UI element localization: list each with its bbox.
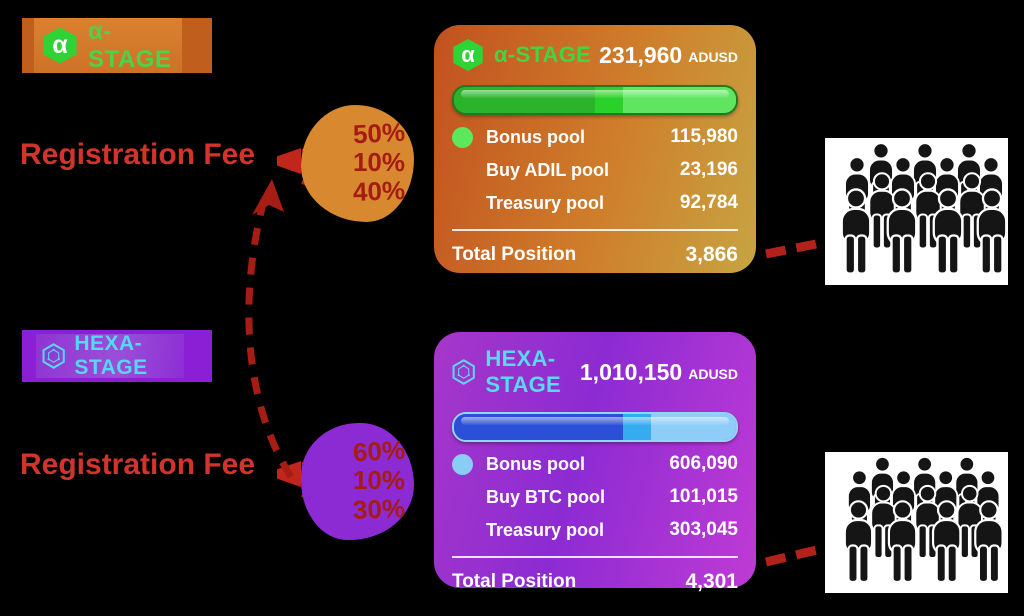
blue-dot-icon [452, 487, 473, 508]
alpha-progress-bar [452, 85, 738, 115]
hexa-pointer-cone-icon [277, 461, 301, 487]
hexa-card-amount: 1,010,150 [579, 358, 683, 385]
alpha-fee-split-blob: 50% 10% 40% [301, 105, 414, 222]
hexa-total-value: 4,301 [685, 570, 738, 593]
alpha-hexagon-icon: α [43, 27, 77, 64]
alpha-total-label: Total Position [452, 244, 577, 265]
hexa-registration-fee-label: Registration Fee [20, 448, 256, 481]
hexa-hexagon-icon [42, 343, 65, 369]
alpha-pool-label: Treasury pool [486, 192, 605, 213]
hexa-progress-segment-buy [623, 414, 652, 440]
alpha-fee-pct-bonus: 50% [352, 116, 406, 150]
hexa-card-currency: ADUSD [688, 366, 738, 382]
arrowhead-icon [252, 179, 284, 215]
hexa-card-divider [452, 556, 738, 558]
alpha-pointer-cone-icon [277, 148, 301, 174]
alpha-card-divider [452, 229, 738, 231]
alpha-pool-value: 115,980 [670, 126, 738, 147]
hexa-participants-crowd-icon [825, 452, 1008, 593]
hexa-pool-row-buy-btc: Buy BTC pool 101,015 [452, 486, 738, 508]
hexa-total-label: Total Position [452, 571, 577, 592]
alpha-total-value: 3,866 [685, 243, 738, 266]
alpha-progress-segment-treasury [623, 87, 736, 113]
alpha-to-crowd-dashed-connector [765, 238, 822, 259]
green-dot-icon [452, 160, 473, 181]
alpha-fee-pct-treasury: 40% [352, 175, 406, 207]
hexa-stage-badge-panel: HEXA-STAGE [36, 332, 184, 379]
alpha-pool-row-treasury: Treasury pool 92,784 [452, 192, 738, 214]
hexa-pool-row-bonus: Bonus pool 606,090 [452, 453, 738, 475]
alpha-card-symbol: α [461, 42, 475, 67]
hexa-pool-label: Buy BTC pool [486, 486, 605, 507]
hexa-pool-label: Bonus pool [486, 453, 585, 474]
alpha-card-amount: 231,960 [599, 41, 683, 68]
hexa-pool-value: 303,045 [669, 519, 738, 540]
alpha-pool-value: 92,784 [679, 192, 738, 213]
alpha-stage-badge: α α-STAGE [22, 18, 212, 73]
hexa-pool-value: 101,015 [669, 486, 738, 507]
hexa-stage-card: HEXA-STAGE 1,010,150 ADUSD Bonus pool 60… [434, 332, 756, 593]
alpha-progress-segment-bonus [454, 87, 595, 113]
alpha-pool-label: Buy ADIL pool [486, 159, 609, 180]
alpha-card-header: α α-STAGE 231,960 ADUSD [452, 39, 738, 71]
green-dot-icon [452, 126, 473, 148]
green-dot-icon [452, 193, 473, 214]
alpha-pool-row-bonus: Bonus pool 115,980 [452, 126, 738, 148]
alpha-pool-label: Bonus pool [486, 126, 585, 147]
alpha-symbol: α [52, 31, 68, 59]
hexa-fee-pct-bonus: 60% [352, 434, 406, 468]
alpha-stage-card: α α-STAGE 231,960 ADUSD Bonus pool 115,9… [434, 25, 756, 273]
alpha-pool-row-buy-adil: Buy ADIL pool 23,196 [452, 159, 738, 181]
blue-dot-icon [452, 520, 473, 541]
hexa-progress-bar [452, 412, 738, 442]
hexa-pool-label: Treasury pool [486, 519, 605, 540]
hexa-to-crowd-dashed-connector [764, 544, 823, 567]
hexa-pool-row-treasury: Treasury pool 303,045 [452, 519, 738, 541]
hexa-progress-segment-treasury [651, 414, 736, 440]
alpha-total-row: Total Position 3,866 [452, 243, 738, 267]
hexa-total-row: Total Position 4,301 [452, 570, 738, 594]
alpha-fee-pct-buy: 10% [352, 147, 405, 177]
hexa-card-hexagon-icon [452, 359, 475, 385]
hexa-fee-split-blob: 60% 10% 30% [301, 423, 414, 540]
alpha-stage-badge-label: α-STAGE [88, 17, 172, 73]
hexa-card-header: HEXA-STAGE 1,010,150 ADUSD [452, 346, 738, 398]
hexa-card-title: HEXA-STAGE [485, 346, 562, 397]
hexa-fee-pct-treasury: 30% [352, 493, 406, 525]
blue-dot-icon [452, 453, 473, 475]
hexa-fee-percentages: 60% 10% 30% [352, 434, 406, 525]
alpha-fee-percentages: 50% 10% 40% [352, 116, 406, 207]
hexa-progress-segment-bonus [454, 414, 624, 440]
alpha-card-currency: ADUSD [688, 49, 738, 65]
alpha-participants-crowd-icon [825, 138, 1008, 285]
hexa-stage-badge: HEXA-STAGE [22, 330, 212, 382]
hexa-pool-value: 606,090 [669, 453, 738, 474]
alpha-card-title: α-STAGE [494, 42, 592, 67]
hexa-stage-badge-label: HEXA-STAGE [74, 332, 148, 379]
alpha-progress-segment-buy [595, 87, 624, 113]
alpha-registration-fee-label: Registration Fee [20, 138, 256, 171]
hexa-fee-pct-buy: 10% [352, 465, 405, 495]
alpha-card-hexagon-icon: α [453, 39, 483, 71]
alpha-stage-badge-panel: α α-STAGE [34, 18, 182, 73]
dashed-curved-arrow [245, 199, 294, 479]
alpha-pool-value: 23,196 [679, 159, 738, 180]
